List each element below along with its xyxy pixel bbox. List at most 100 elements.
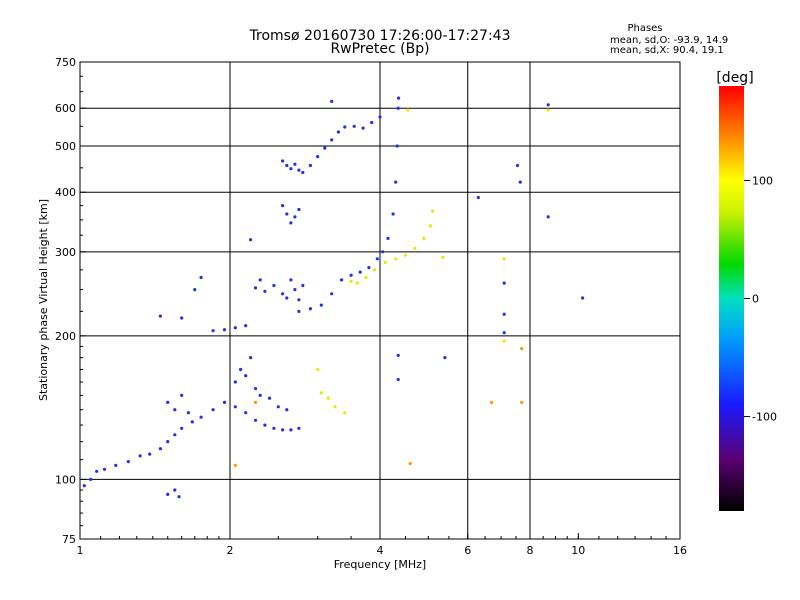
data-point <box>403 253 408 257</box>
data-point <box>239 367 243 372</box>
data-point <box>249 238 253 242</box>
x-tick-label: 16 <box>673 544 687 557</box>
data-point <box>138 454 142 458</box>
data-point <box>148 452 152 456</box>
data-point <box>89 477 93 481</box>
data-point <box>316 367 320 372</box>
chart-subtitle: RwPretec (Bp) <box>330 41 429 57</box>
data-point <box>211 408 215 412</box>
data-point <box>289 278 293 282</box>
data-point <box>383 260 387 264</box>
data-point <box>319 391 323 395</box>
data-point <box>297 207 301 212</box>
data-point <box>177 495 181 499</box>
data-point <box>413 246 417 250</box>
data-point <box>355 281 359 285</box>
data-point <box>211 329 215 333</box>
data-point <box>199 415 203 419</box>
data-point <box>333 405 337 409</box>
data-point <box>378 115 382 119</box>
data-point <box>244 324 248 328</box>
x-axis-label: Frequency [MHz] <box>334 558 426 571</box>
data-point <box>375 257 379 261</box>
data-point <box>443 356 447 360</box>
data-point <box>349 279 353 284</box>
data-point <box>476 195 480 200</box>
data-point <box>502 312 506 316</box>
y-tick-label: 75 <box>62 533 76 546</box>
x-tick-label: 8 <box>527 544 534 557</box>
data-point <box>395 144 399 148</box>
data-point <box>258 393 262 397</box>
data-point <box>166 440 170 444</box>
data-point <box>370 120 374 125</box>
data-point <box>520 347 524 351</box>
data-point <box>502 339 506 343</box>
data-point <box>233 326 237 330</box>
data-point <box>293 215 297 219</box>
data-point <box>244 374 248 378</box>
data-point <box>297 426 301 430</box>
data-point <box>330 99 334 103</box>
data-point <box>319 303 323 307</box>
data-point <box>193 288 197 292</box>
y-tick-label: 300 <box>55 246 76 259</box>
data-point <box>253 387 258 391</box>
data-point <box>422 236 426 240</box>
data-point <box>336 130 340 134</box>
data-point <box>386 236 390 240</box>
data-point <box>502 257 506 261</box>
colorbar-tick-label: 0 <box>752 293 759 306</box>
y-tick-label: 600 <box>55 102 76 115</box>
data-point <box>233 463 237 467</box>
data-point <box>372 268 377 272</box>
data-point <box>343 411 347 415</box>
data-point <box>166 400 170 404</box>
data-point <box>285 163 289 168</box>
data-point <box>316 155 320 159</box>
data-point <box>396 353 400 357</box>
data-point <box>166 492 170 496</box>
data-point <box>581 296 585 300</box>
data-point <box>222 400 227 404</box>
data-point <box>326 396 330 400</box>
y-tick-label: 200 <box>55 330 76 343</box>
data-point <box>301 170 305 175</box>
data-point <box>253 400 258 404</box>
colorbar-ticks: 100 0 -100 <box>744 174 777 424</box>
y-tick-label: 400 <box>55 186 76 199</box>
y-tick-label: 100 <box>55 473 76 486</box>
y-tick-label: 500 <box>55 140 76 153</box>
x-axis: 1 2 4 6 8 10 16 <box>77 533 687 557</box>
data-point <box>301 283 305 288</box>
data-point <box>394 180 398 184</box>
grid-lines <box>80 62 680 539</box>
data-point <box>518 180 522 184</box>
data-point <box>441 255 445 259</box>
data-point <box>330 292 334 296</box>
data-point <box>253 286 258 290</box>
x-tick-label: 1 <box>77 544 84 557</box>
data-point <box>308 307 312 311</box>
data-point <box>233 405 237 409</box>
data-point <box>285 212 289 216</box>
data-point <box>199 275 203 280</box>
data-points <box>82 96 585 499</box>
data-point <box>281 204 285 208</box>
data-point <box>173 433 177 437</box>
data-point <box>297 298 301 302</box>
data-point <box>263 289 267 293</box>
data-point <box>258 278 262 282</box>
data-point <box>114 463 118 467</box>
legend-line-x: mean, sd,X: 90.4, 19.1 <box>610 45 724 56</box>
data-point <box>281 292 285 296</box>
data-point <box>285 296 289 300</box>
data-point <box>391 212 395 216</box>
data-point <box>408 461 412 466</box>
data-point <box>431 209 435 213</box>
data-point <box>180 426 184 430</box>
x-tick-label: 10 <box>571 544 585 557</box>
data-point <box>289 167 293 171</box>
data-point <box>272 283 276 288</box>
